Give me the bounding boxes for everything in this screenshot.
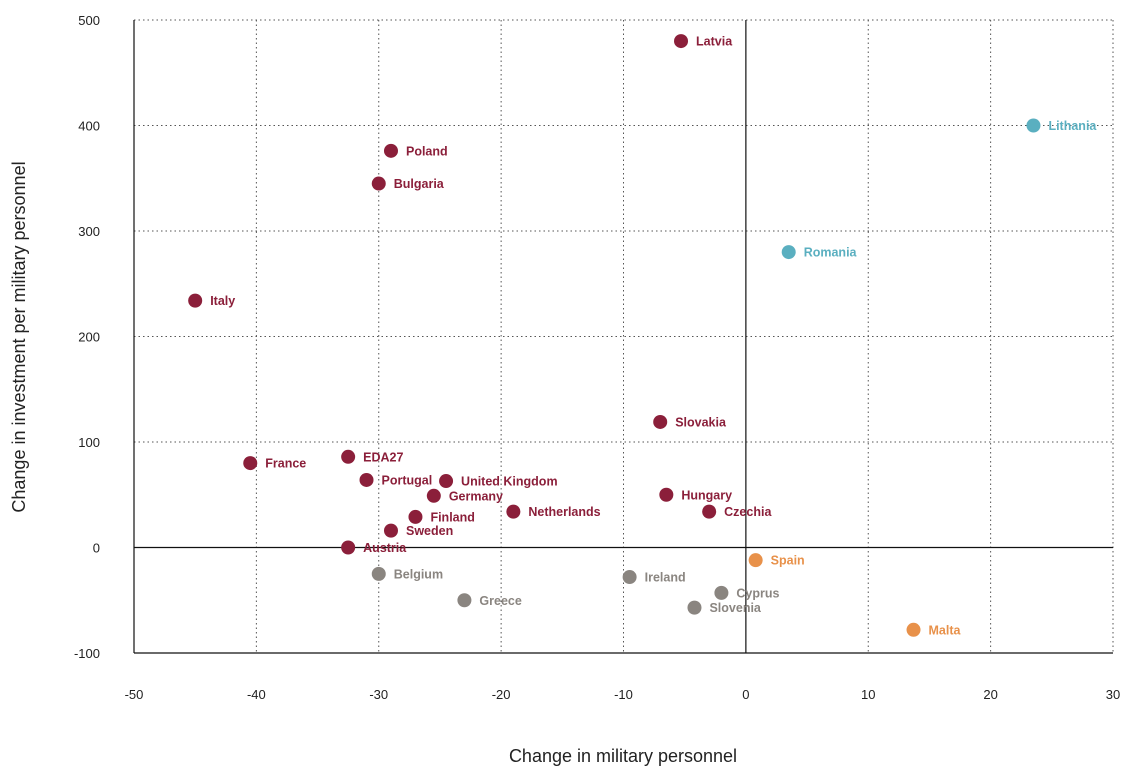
x-tick-label: -10 — [614, 687, 633, 702]
point-label: Slovenia — [709, 601, 761, 615]
point-label: Portugal — [382, 473, 433, 487]
point-label: Netherlands — [528, 505, 600, 519]
point-label: Cyprus — [736, 586, 779, 600]
data-point — [359, 472, 374, 487]
tick-labels: -50 -40 -30 -20 -10 0 10 20 30-10001002003004005… — [74, 13, 1120, 702]
point-label: Austria — [363, 541, 407, 555]
data-point — [906, 622, 921, 637]
data-point — [383, 143, 398, 158]
y-tick-label: 0 — [93, 541, 100, 556]
point-label: Greece — [479, 594, 521, 608]
point-label: Hungary — [681, 488, 732, 502]
data-point — [653, 414, 668, 429]
data-point — [674, 34, 689, 49]
data-point — [506, 504, 521, 519]
x-tick-label: -50 — [125, 687, 144, 702]
data-point — [371, 566, 386, 581]
data-points — [188, 34, 1041, 637]
data-point — [702, 504, 717, 519]
data-point — [1026, 118, 1041, 133]
point-label: Sweden — [406, 524, 453, 538]
y-tick-label: 200 — [78, 330, 100, 345]
point-label: France — [265, 457, 306, 471]
data-point — [457, 593, 472, 608]
data-point — [439, 474, 454, 489]
data-point — [714, 585, 729, 600]
data-point — [243, 456, 258, 471]
point-label: Poland — [406, 144, 448, 158]
point-label: Romania — [804, 246, 858, 260]
x-tick-label: 10 — [861, 687, 875, 702]
data-point — [188, 293, 203, 308]
x-tick-label: 0 — [742, 687, 749, 702]
data-point — [659, 487, 674, 502]
point-label: Ireland — [645, 571, 686, 585]
point-label: Italy — [210, 294, 235, 308]
x-tick-label: -20 — [492, 687, 511, 702]
y-tick-label: -100 — [74, 646, 100, 661]
point-label: United Kingdom — [461, 475, 558, 489]
data-point — [748, 553, 763, 568]
data-point — [341, 449, 356, 464]
y-tick-label: 100 — [78, 435, 100, 450]
y-tick-label: 500 — [78, 13, 100, 28]
data-point — [408, 509, 423, 524]
x-tick-label: -40 — [247, 687, 266, 702]
data-point — [383, 523, 398, 538]
point-label: Latvia — [696, 35, 733, 49]
point-label: Germany — [449, 489, 503, 503]
x-tick-label: 30 — [1106, 687, 1120, 702]
point-label: Spain — [771, 554, 805, 568]
data-point — [341, 540, 356, 555]
point-label: Belgium — [394, 567, 443, 581]
grid-layer — [134, 19, 1114, 653]
data-point — [687, 600, 702, 615]
y-tick-label: 400 — [78, 119, 100, 134]
axes-layer — [133, 20, 1113, 654]
point-label: Lithania — [1048, 119, 1097, 133]
data-point — [781, 245, 796, 260]
x-axis-title: Change in military personnel — [509, 746, 737, 766]
data-point — [426, 488, 441, 503]
point-label: Slovakia — [675, 415, 727, 429]
point-label: Bulgaria — [394, 177, 445, 191]
data-point — [371, 176, 386, 191]
point-labels: Latvia Lithania Poland Bulgaria Romania Italy… — [210, 35, 1097, 638]
x-tick-label: 20 — [983, 687, 997, 702]
x-tick-label: -30 — [369, 687, 388, 702]
point-label: Czechia — [724, 505, 772, 519]
point-label: Finland — [430, 510, 474, 524]
y-tick-label: 300 — [78, 224, 100, 239]
y-axis-title: Change in investment per military person… — [9, 161, 29, 512]
data-point — [622, 570, 637, 585]
point-label: Malta — [929, 623, 962, 637]
point-label: EDA27 — [363, 450, 403, 464]
